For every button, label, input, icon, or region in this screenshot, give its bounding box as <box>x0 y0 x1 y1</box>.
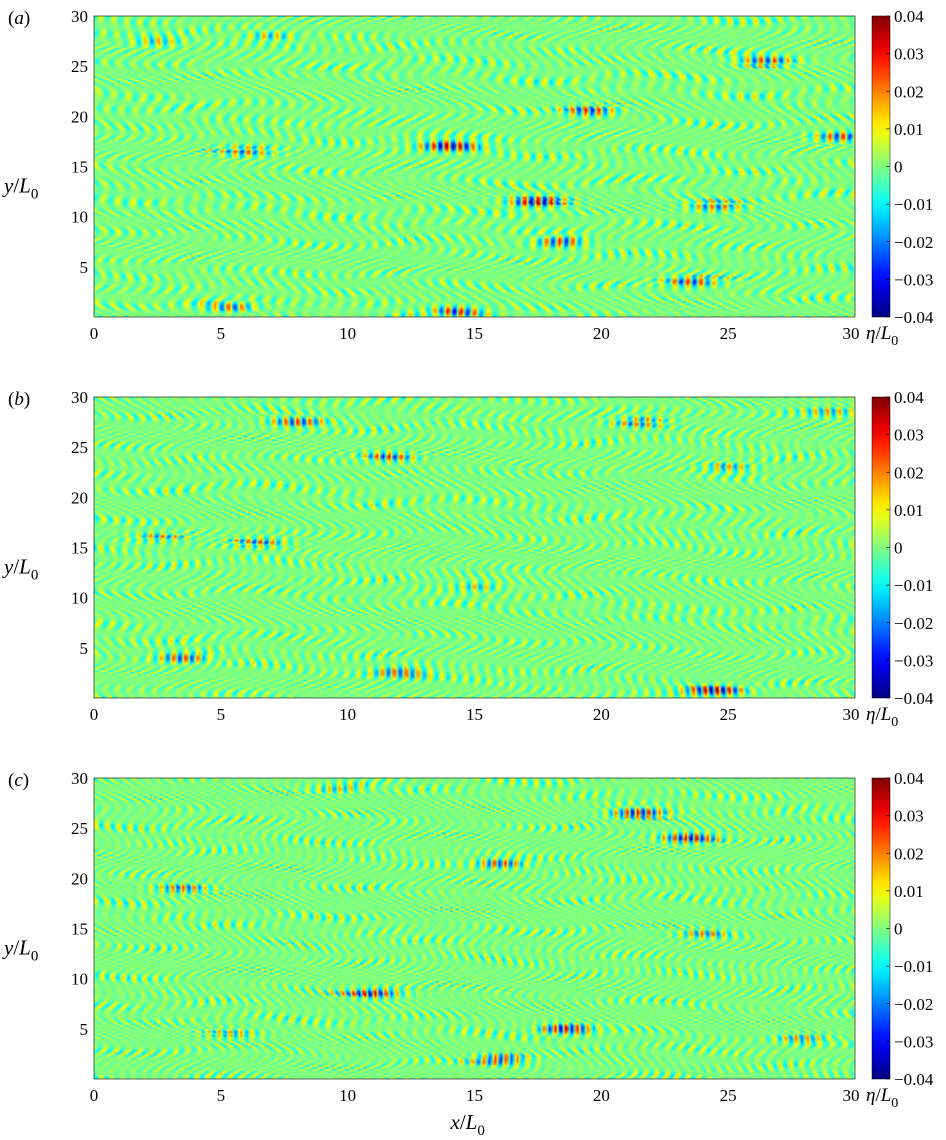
panel-label: (c) <box>8 770 29 791</box>
colorbar-tick-label: 0.01 <box>894 120 924 139</box>
y-axis-label: y/L0 <box>2 936 38 965</box>
colorbar-tick-label: 0.03 <box>894 426 924 445</box>
plot-frame <box>93 777 856 1080</box>
x-axis-label: x/L0 <box>450 1110 485 1139</box>
heatmap-field-2 <box>94 397 855 698</box>
panel-label: (b) <box>8 389 30 410</box>
colorbar-tick-label: −0.02 <box>894 233 933 252</box>
x-tick-label: 20 <box>593 1086 610 1105</box>
heatmap-field-1 <box>94 16 855 317</box>
colorbar-tick-label: −0.01 <box>894 195 933 214</box>
x-tick-label: 15 <box>466 324 483 343</box>
x-tick-label: 20 <box>593 324 610 343</box>
y-tick-label: 5 <box>80 1020 89 1039</box>
panel-3: 0 5 10 15 20 25 30 5 10 15 20 25 30 (c) y/L0 0.04 0.03 0.… <box>2 769 934 1139</box>
y-axis-label: y/L0 <box>2 174 38 203</box>
colorbar-tick-label: 0.03 <box>894 45 924 64</box>
colorbar-tick-label: 0.03 <box>894 807 924 826</box>
colorbar-tick-label: −0.04 <box>894 308 934 327</box>
x-tick-label: 25 <box>720 705 737 724</box>
y-tick-label: 20 <box>71 107 88 126</box>
colorbar-tick-label: 0 <box>894 158 903 177</box>
colorbar-tick-label: 0.02 <box>894 82 924 101</box>
x-tick-label: 0 <box>90 1086 99 1105</box>
plot-frame <box>93 396 856 699</box>
y-tick-label: 25 <box>71 57 88 76</box>
y-axis-label: y/L0 <box>2 555 38 584</box>
colorbar-tick-label: 0.01 <box>894 882 924 901</box>
y-tick-label: 15 <box>71 920 88 939</box>
colorbar-tick-label: −0.03 <box>894 270 933 289</box>
x-tick-label: 30 <box>843 705 860 724</box>
colorbar-tick-label: −0.01 <box>894 957 933 976</box>
y-tick-label: 25 <box>71 438 88 457</box>
colorbar-label: η/L0 <box>866 323 898 349</box>
x-tick-label: 20 <box>593 705 610 724</box>
y-tick-label: 15 <box>71 158 88 177</box>
x-tick-label: 30 <box>843 324 860 343</box>
x-tick-label: 25 <box>720 1086 737 1105</box>
y-tick-label: 30 <box>71 769 88 788</box>
colorbar-tick-label: −0.03 <box>894 651 933 670</box>
y-tick-label: 10 <box>71 970 88 989</box>
colorbar-tick-label: 0 <box>894 539 903 558</box>
x-tick-label: 15 <box>466 1086 483 1105</box>
heatmap-field-3 <box>94 778 855 1079</box>
colorbar-tick-label: −0.02 <box>894 995 933 1014</box>
colorbar-tick-label: 0.02 <box>894 463 924 482</box>
y-tick-label: 10 <box>71 589 88 608</box>
y-tick-label: 5 <box>80 258 89 277</box>
colorbar-tick-label: −0.01 <box>894 576 933 595</box>
colorbar-label: η/L0 <box>866 1085 898 1111</box>
x-tick-label: 5 <box>217 1086 226 1105</box>
x-tick-label: 10 <box>339 1086 356 1105</box>
colorbar-tick-label: −0.04 <box>894 689 934 708</box>
x-tick-label: 0 <box>90 324 99 343</box>
colorbar-tick-label: 0.04 <box>894 388 924 407</box>
y-tick-label: 30 <box>71 388 88 407</box>
colorbar-tick-label: −0.04 <box>894 1070 934 1089</box>
y-tick-label: 10 <box>71 208 88 227</box>
y-tick-label: 15 <box>71 539 88 558</box>
colorbar-label: η/L0 <box>866 704 898 730</box>
x-tick-label: 5 <box>217 324 226 343</box>
y-tick-label: 25 <box>71 819 88 838</box>
panel-2: 0 5 10 15 20 25 30 5 10 15 20 25 30 (b) y/L0 0.04 0.03 0.… <box>2 388 934 730</box>
plot-frame <box>93 15 856 318</box>
colorbar-tick-label: 0 <box>894 920 903 939</box>
colorbar-tick-label: 0.04 <box>894 769 924 788</box>
colorbar-tick-label: 0.01 <box>894 501 924 520</box>
x-tick-label: 15 <box>466 705 483 724</box>
panel-label: (a) <box>8 8 30 29</box>
y-tick-label: 30 <box>71 7 88 26</box>
x-tick-label: 30 <box>843 1086 860 1105</box>
x-tick-label: 10 <box>339 705 356 724</box>
x-tick-label: 5 <box>217 705 226 724</box>
colorbar-tick-label: −0.02 <box>894 614 933 633</box>
y-tick-label: 5 <box>80 639 89 658</box>
panel-1: 0 5 10 15 20 25 30 5 10 15 20 25 30 (a) y/L0 0.04 0.03 0.… <box>2 7 934 349</box>
colorbar-tick-label: 0.02 <box>894 844 924 863</box>
y-tick-label: 20 <box>71 488 88 507</box>
y-tick-label: 20 <box>71 869 88 888</box>
x-tick-label: 10 <box>339 324 356 343</box>
colorbar-tick-label: 0.04 <box>894 7 924 26</box>
x-tick-label: 25 <box>720 324 737 343</box>
x-tick-label: 0 <box>90 705 99 724</box>
colorbar-tick-label: −0.03 <box>894 1032 933 1051</box>
